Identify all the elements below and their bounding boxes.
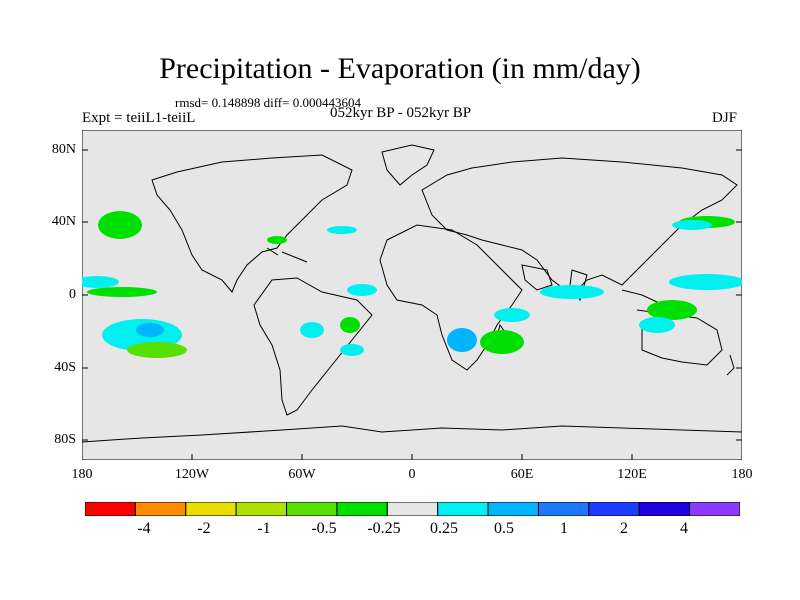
colorbar-swatch <box>286 502 338 516</box>
season-label: DJF <box>712 110 738 126</box>
colorbar-label: 4 <box>680 520 688 537</box>
xtick-label: 180 <box>731 467 753 482</box>
colorbar-label: -0.25 <box>367 520 401 537</box>
xtick-label: 60E <box>510 467 534 482</box>
colorbar-swatch <box>134 502 187 516</box>
colorbar-label: 0.5 <box>494 520 514 537</box>
xtick-label: 120W <box>174 467 210 482</box>
experiment-label: Expt = teiiL1-teiiL <box>82 110 196 126</box>
xtick-label: 180 <box>71 467 93 482</box>
ytick-label: 0 <box>69 287 76 302</box>
map-title: Precipitation - Evaporation (in mm/day) <box>159 52 641 85</box>
colorbar-swatch <box>537 502 590 516</box>
stats-text: rmsd= 0.148898 diff= 0.000443604 <box>175 95 361 110</box>
colorbar-label: -0.5 <box>311 520 337 537</box>
colorbar-label: -2 <box>197 520 211 537</box>
colorbar-swatch <box>336 502 388 516</box>
colorbar-swatch <box>487 502 539 516</box>
colorbar-swatch <box>437 502 489 516</box>
map-panel <box>82 130 742 460</box>
colorbar-swatch <box>588 502 640 516</box>
colorbar-swatch <box>85 502 136 516</box>
xtick-label: 120E <box>617 467 647 482</box>
colorbar-label: -4 <box>137 520 151 537</box>
colorbar-label: 2 <box>620 520 628 537</box>
colorbar <box>85 502 740 516</box>
ytick-label: 40S <box>54 360 76 375</box>
colorbar-swatch <box>689 502 740 516</box>
axis-ticks <box>82 149 742 460</box>
xtick-label: 60W <box>288 467 316 482</box>
colorbar-label: -1 <box>257 520 271 537</box>
precip-anomaly-patches <box>82 211 742 358</box>
colorbar-swatch <box>638 502 691 516</box>
map-background <box>82 130 742 460</box>
ytick-label: 80S <box>54 432 76 447</box>
colorbar-swatch <box>185 502 237 516</box>
xtick-label: 0 <box>408 467 416 482</box>
colorbar-swatch <box>235 502 288 516</box>
colorbar-label: 1 <box>560 520 568 537</box>
colorbar-swatch <box>386 502 439 516</box>
ytick-label: 40N <box>51 214 76 229</box>
period-label: 052kyr BP - 052kyr BP <box>330 105 472 121</box>
ytick-label: 80N <box>51 142 76 157</box>
colorbar-label: 0.25 <box>430 520 458 537</box>
